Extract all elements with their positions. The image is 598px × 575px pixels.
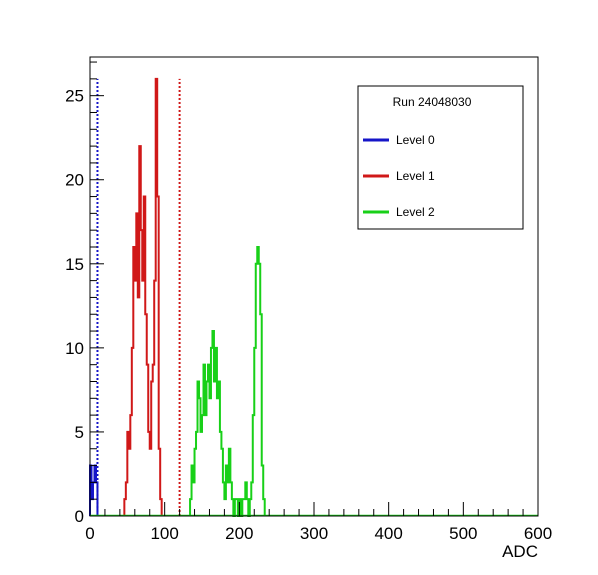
y-tick-label: 5 [75, 423, 84, 442]
series-level-2-histogram [189, 245, 266, 517]
x-tick-label: 200 [225, 524, 253, 543]
legend-label-level-0: Level 0 [396, 133, 435, 147]
x-tick-label: 300 [300, 524, 328, 543]
legend: Run 24048030 Level 0 Level 1 Level 2 [357, 85, 524, 230]
x-tick-label: 500 [449, 524, 477, 543]
x-tick-label: 100 [150, 524, 178, 543]
y-tick-label: 20 [65, 171, 84, 190]
axis-layer: 0 100 200 300 400 500 600 0 5 10 15 20 25 [65, 56, 552, 543]
y-tick-label: 10 [65, 339, 84, 358]
legend-label-level-2: Level 2 [396, 205, 435, 219]
x-tick-label: 0 [85, 524, 94, 543]
x-tick-label: 400 [374, 524, 402, 543]
legend-title: Run 24048030 [393, 95, 472, 109]
y-tick-label: 0 [75, 507, 84, 526]
legend-box [357, 85, 524, 230]
legend-label-level-1: Level 1 [396, 169, 435, 183]
x-tick-label: 600 [524, 524, 552, 543]
y-tick-label: 15 [65, 255, 84, 274]
x-axis-label: ADC [502, 542, 538, 561]
y-tick-label: 25 [65, 87, 84, 106]
series-level-1-histogram [123, 77, 163, 516]
